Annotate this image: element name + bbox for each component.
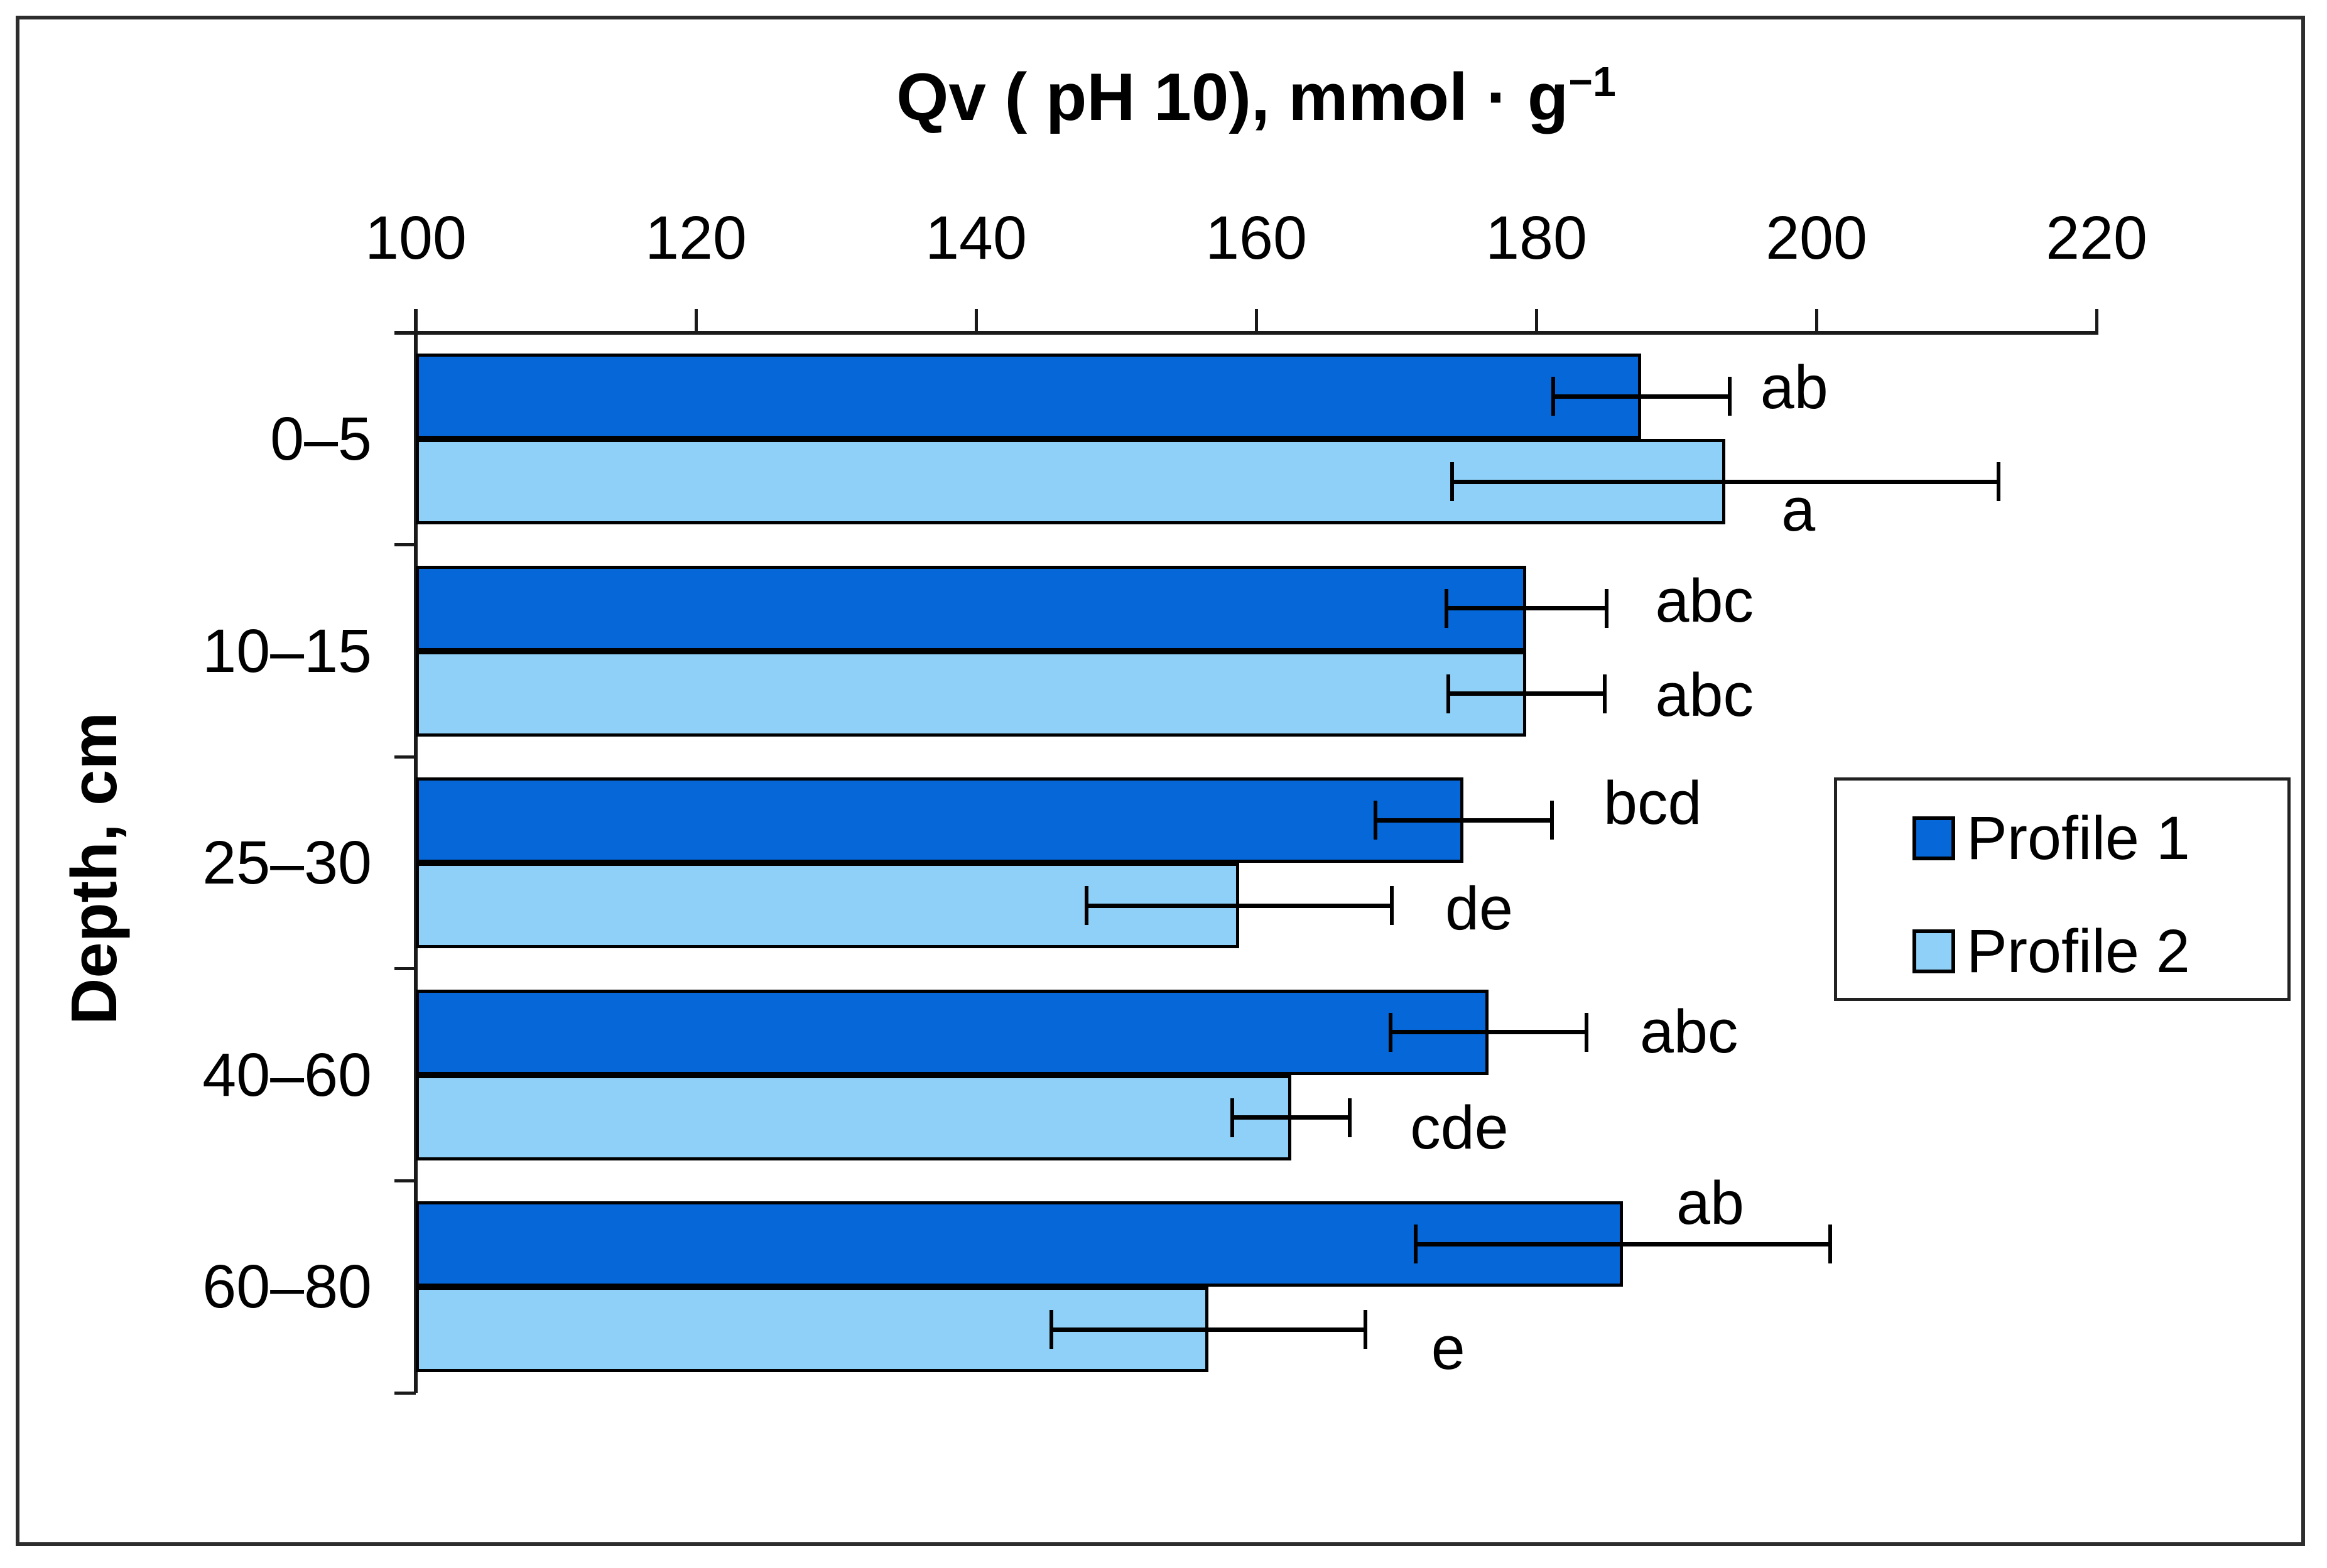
y-axis-tick [394,755,416,759]
chart-border [16,16,2305,1546]
error-bar-line [1553,394,1730,399]
legend-entry-profile-2: Profile 2 [1912,917,2190,985]
legend-swatch-profile-2-icon [1912,929,1955,973]
error-bar-line [1391,1030,1587,1035]
x-axis-tick [694,309,698,333]
x-tick-label: 140 [925,203,1027,272]
error-bar-cap-right [1604,588,1608,628]
error-bar-cap-left [1389,1012,1393,1052]
x-axis-line [394,331,2098,335]
bar-profile-1-25–30 [416,777,1464,863]
bar-profile-2-40–60 [416,1074,1291,1160]
x-tick-label: 100 [365,203,467,272]
category-label: 60–80 [202,1252,372,1321]
error-bar-cap-left [1450,462,1455,501]
error-bar-cap-left [1446,674,1450,713]
error-bar-cap-right [1348,1098,1352,1137]
y-axis-tick [394,1391,416,1395]
bar-profile-1-0–5 [416,354,1642,439]
x-tick-label: 120 [645,203,747,272]
error-bar-cap-right [1363,1310,1367,1349]
error-bar-cap-left [1373,801,1377,840]
error-bar-cap-right [1727,377,1732,416]
significance-label: de [1445,874,1513,943]
x-axis-tick [1534,309,1538,333]
significance-label: abc [1640,997,1738,1066]
legend-entry-profile-1: Profile 1 [1912,804,2190,872]
x-axis-tick [414,309,418,333]
bar-profile-1-10–15 [416,565,1527,651]
error-bar-line [1375,818,1552,823]
error-bar-line [1446,606,1607,611]
significance-label: abc [1655,660,1754,729]
y-axis-tick [394,331,416,335]
category-label: 10–15 [202,616,372,685]
bar-profile-2-10–15 [416,651,1527,737]
significance-label: bcd [1603,768,1702,837]
significance-label: a [1781,475,1816,544]
significance-label: ab [1760,353,1828,422]
x-tick-label: 160 [1205,203,1307,272]
x-axis-tick [2095,309,2098,333]
y-axis-tick [394,543,416,547]
error-bar-cap-left [1230,1098,1235,1137]
category-label: 0–5 [270,404,372,473]
error-bar-line [1051,1327,1365,1332]
category-label: 25–30 [202,828,372,897]
error-bar-cap-left [1085,886,1089,926]
category-label: 40–60 [202,1040,372,1109]
error-bar-line [1416,1241,1831,1246]
x-tick-label: 200 [1766,203,1867,272]
error-bar-cap-right [1549,801,1554,840]
error-bar-line [1448,691,1605,696]
error-bar-cap-right [1390,886,1394,926]
error-bar-cap-left [1414,1225,1418,1264]
x-axis-tick [1814,309,1818,333]
error-bar-line [1232,1115,1350,1120]
chart-title-text: Qv ( pH 10), mmol · g [896,59,1569,134]
bar-profile-1-40–60 [416,989,1489,1075]
x-axis-tick [974,309,978,333]
significance-label: ab [1676,1168,1744,1237]
legend-label-profile-1: Profile 1 [1966,804,2190,872]
significance-label: cde [1410,1093,1509,1162]
legend: Profile 1 Profile 2 [1834,777,2291,1001]
error-bar-cap-right [1996,462,2000,501]
x-axis-tick [1254,309,1258,333]
y-axis-tick [394,1179,416,1182]
significance-label: abc [1655,566,1754,635]
error-bar-cap-right [1828,1225,1833,1264]
x-tick-label: 180 [1485,203,1587,272]
legend-swatch-profile-1-icon [1912,816,1955,860]
error-bar-cap-right [1603,674,1607,713]
error-bar-cap-right [1585,1012,1589,1052]
error-bar-line [1452,479,1999,484]
error-bar-cap-left [1050,1310,1054,1349]
error-bar-line [1087,903,1392,908]
error-bar-cap-left [1551,377,1555,416]
x-tick-label: 220 [2046,203,2147,272]
chart-title: Qv ( pH 10), mmol · g−1 [502,55,2010,139]
error-bar-cap-left [1445,588,1449,628]
y-axis-tick [394,967,416,971]
significance-label: e [1431,1313,1465,1382]
chart-title-superscript: −1 [1568,59,1616,105]
legend-label-profile-2: Profile 2 [1966,917,2190,985]
